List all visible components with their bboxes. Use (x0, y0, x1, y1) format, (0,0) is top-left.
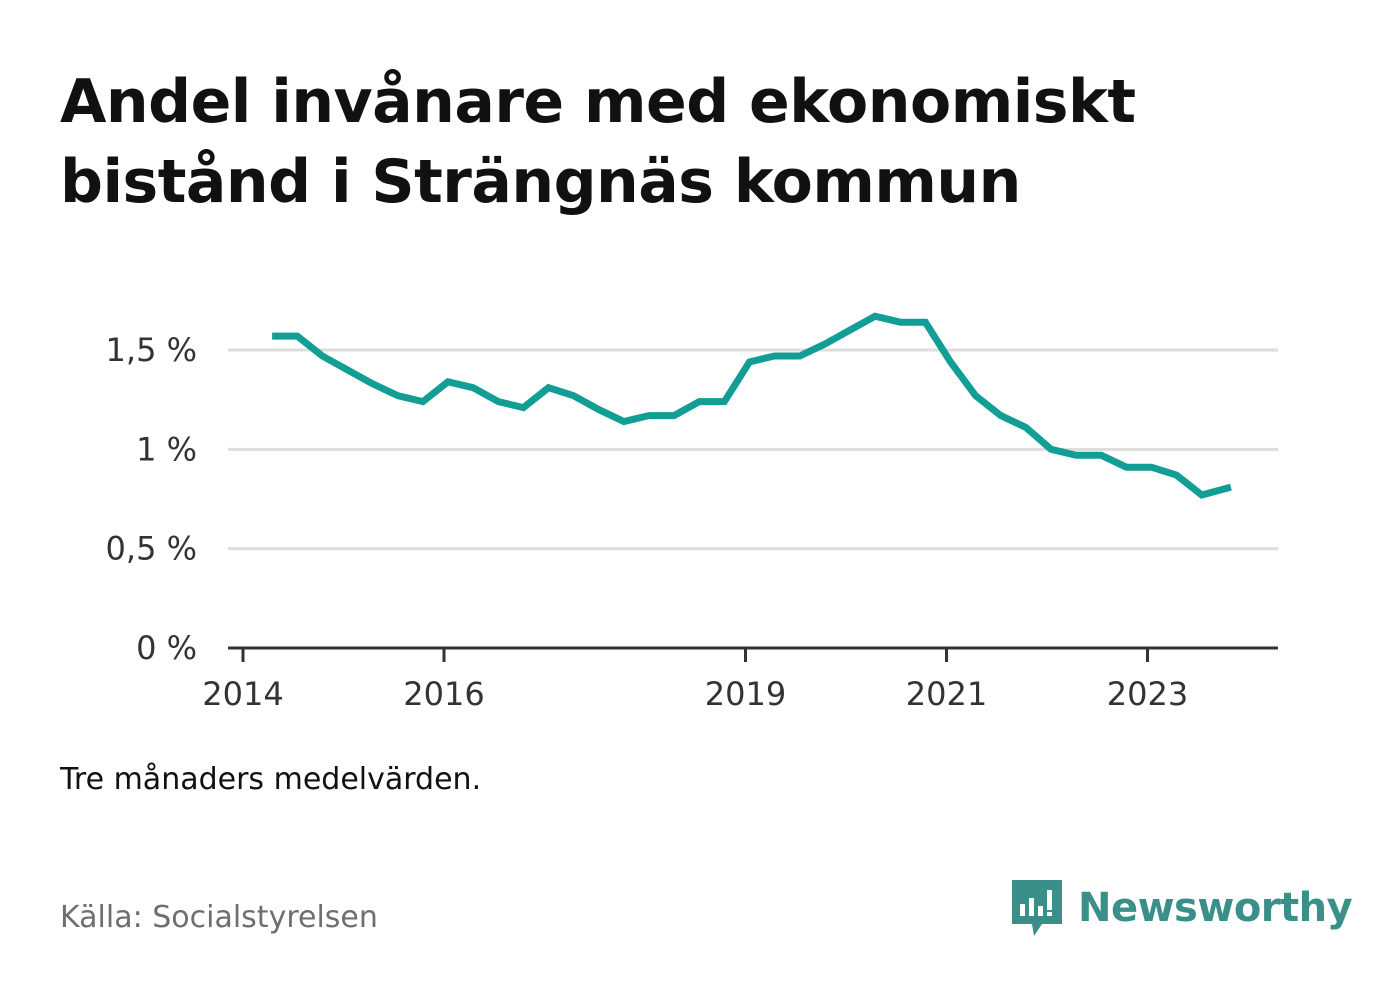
source-text: Källa: Socialstyrelsen (60, 900, 378, 935)
brand-name: Newsworthy (1078, 885, 1353, 931)
y-tick-label: 0 % (136, 629, 197, 667)
brand-logo[interactable]: Newsworthy (1010, 878, 1353, 938)
x-tick-label: 2021 (906, 675, 987, 713)
x-tick-label: 2014 (202, 675, 283, 713)
series-layer (272, 312, 1232, 499)
x-axis-labels: 2014 2016 2019 2021 2023 (202, 675, 1188, 713)
y-tick-label: 1 % (136, 430, 197, 468)
x-tick-label: 2016 (403, 675, 484, 713)
y-tick-label: 0,5 % (106, 530, 197, 568)
x-axis (228, 646, 1278, 662)
chart-note: Tre månaders medelvärden. (60, 762, 482, 797)
bar-chart-speech-bubble-icon (1012, 880, 1062, 936)
y-axis-labels: 0 % 0,5 % 1 % 1,5 % (106, 331, 197, 667)
gridlines (228, 348, 1278, 551)
y-tick-label: 1,5 % (106, 331, 197, 369)
line-chart: 0 % 0,5 % 1 % 1,5 % 2014 2016 2019 2021 2023 (106, 312, 1278, 713)
series-line (272, 312, 1232, 499)
x-tick-label: 2019 (705, 675, 786, 713)
chart-title: Andel invånare med ekonomiskt bistånd i … (60, 67, 1136, 217)
x-tick-label: 2023 (1107, 675, 1188, 713)
